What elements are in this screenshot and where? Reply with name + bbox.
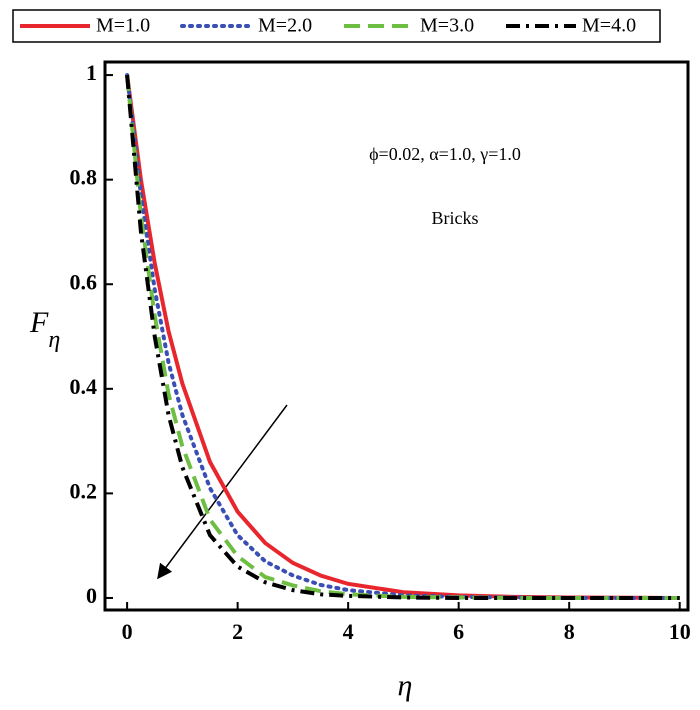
- y-axis-label-sub: η: [48, 327, 60, 353]
- arrow: [157, 404, 288, 580]
- x-tick-label: 4: [343, 619, 354, 644]
- y-tick-label: 0.8: [70, 165, 98, 190]
- series-line: [125, 74, 680, 600]
- y-tick-label: 0.2: [70, 478, 98, 503]
- y-axis-label: Fη: [29, 306, 60, 353]
- legend-label: M=3.0: [420, 15, 474, 37]
- x-tick-label: 0: [122, 619, 133, 644]
- x-tick-label: 10: [669, 619, 691, 644]
- annotation: ϕ=0.02, α=1.0, γ=1.0: [369, 144, 521, 164]
- annotation: Bricks: [432, 208, 479, 228]
- legend-label: M=1.0: [96, 15, 150, 37]
- x-axis-label: η: [398, 669, 413, 702]
- plot-frame: [103, 60, 690, 612]
- y-axis-label-main: F: [29, 306, 49, 339]
- legend-box: [12, 9, 661, 43]
- x-tick-label: 2: [232, 619, 243, 644]
- y-tick-label: 0: [86, 583, 97, 608]
- x-tick-label: 6: [453, 619, 464, 644]
- y-tick-label: 0.6: [70, 269, 98, 294]
- legend-label: M=2.0: [258, 15, 312, 37]
- y-tick-label: 1: [86, 60, 97, 85]
- y-tick-label: 0.4: [70, 374, 98, 399]
- x-tick-label: 8: [564, 619, 575, 644]
- legend-label: M=4.0: [582, 15, 636, 37]
